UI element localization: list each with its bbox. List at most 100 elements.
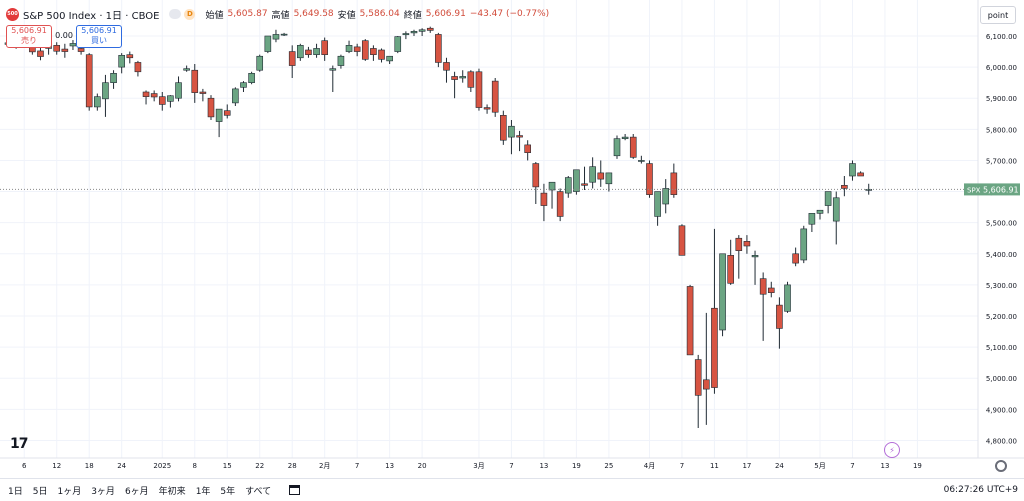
candle [654,191,661,226]
candle [735,235,743,279]
clock-readout[interactable]: 06:27:26 UTC+9 [943,485,1018,495]
candle-body [378,49,385,60]
range-button-all[interactable]: すべて [245,486,272,497]
candle-body [207,97,215,118]
symbol-title[interactable]: S&P 500 Index · 1日 · CBOE [23,10,160,22]
candle-body [118,54,125,68]
candle-body [240,82,247,88]
candle-body [329,68,337,71]
range-button-5y[interactable]: 5年 [220,486,236,497]
calendar-icon[interactable] [289,485,301,495]
candle-body [759,278,767,295]
x-tick-label: 22 [255,462,264,470]
price-tag-bg [964,183,1020,196]
close-label: 終値 [403,10,422,21]
candle-body [475,71,483,108]
candle-body [719,253,726,331]
range-button-1d[interactable]: 1日 [8,486,23,497]
candle-body [394,36,402,52]
price-unit-button[interactable]: point [980,6,1016,24]
candle [662,179,670,214]
candle-body [297,45,304,59]
candle-body [597,172,605,180]
candle [751,250,759,285]
buy-price: 5,606.91 [81,26,117,35]
candle-body [564,177,572,194]
tradingview-logo-icon[interactable]: 17 [10,436,29,452]
candle-body [426,27,434,31]
candle [646,160,653,198]
candlestick-chart[interactable]: 4,800.00 4,900.00 5,000.00 5,100.00 5,200.00… [0,0,1024,478]
candle-body [337,55,345,66]
range-button-ytd[interactable]: 年初来 [158,486,186,497]
candle-body [61,48,69,52]
candle [61,43,69,58]
candle-body [548,181,556,191]
candle [256,54,264,72]
candle [776,297,783,349]
range-button-1m[interactable]: 1ヶ月 [57,486,82,497]
x-tick-label: 12 [52,462,61,470]
range-button-1y[interactable]: 1年 [195,486,211,497]
y-tick-label: 5,400.00 [986,251,1017,259]
candle-body [751,255,759,258]
range-button-3m[interactable]: 3ヶ月 [91,486,115,497]
candle-body [69,43,77,47]
candle-body [678,225,686,256]
buy-button[interactable]: 5,606.91 買い [76,25,122,48]
candle-body [142,91,150,97]
x-tick-label: 24 [117,462,126,470]
candles-layer [4,26,873,428]
candle-body [264,35,272,52]
x-tick-label: 19 [913,462,922,470]
x-tick-label: 7 [509,462,513,470]
candle [613,135,621,159]
candle [816,209,824,220]
candle [207,95,215,120]
x-tick-label: 13 [385,462,394,470]
candle [280,32,288,36]
y-tick-label: 5,200.00 [986,313,1017,321]
candle [248,71,255,85]
candle-body [767,287,775,293]
candle-body [670,172,678,195]
candle [297,43,304,61]
candle [792,247,799,267]
candle [223,104,231,119]
candle-body [126,54,134,59]
candle-body [370,48,377,55]
gear-icon[interactable] [995,460,1007,472]
x-tick-label: 20 [418,462,427,470]
candle-body [613,138,621,157]
candle-body [321,40,328,55]
visibility-toggle-icon[interactable] [169,9,182,19]
candle-body [638,160,645,162]
data-delay-badge[interactable]: D [184,8,196,20]
candle-body [743,241,751,247]
candle-body [134,62,142,73]
candle-body [53,45,61,52]
candle-body [402,33,410,36]
y-tick-label: 6,100.00 [986,33,1017,41]
sell-button[interactable]: 5,606.91 売り [6,25,52,48]
candle-body [215,108,223,122]
x-tick-label: 25 [604,462,613,470]
x-tick-label: 18 [85,462,94,470]
candle-body [865,189,873,191]
candle-body [223,110,231,116]
candle-body [792,253,799,264]
range-button-5d[interactable]: 5日 [32,486,48,497]
candle [703,312,710,425]
range-button-6m[interactable]: 6ヶ月 [124,486,149,497]
x-tick-label: 11 [710,462,719,470]
candle-body [232,88,239,104]
candle [337,54,345,69]
candle [524,140,531,161]
candle-body [386,55,393,62]
flash-icon[interactable]: ⚡ [884,442,900,458]
candle [841,176,848,197]
candle [305,46,312,58]
x-tick-label: 7 [355,462,359,470]
candle [800,225,808,264]
candle [386,55,393,64]
